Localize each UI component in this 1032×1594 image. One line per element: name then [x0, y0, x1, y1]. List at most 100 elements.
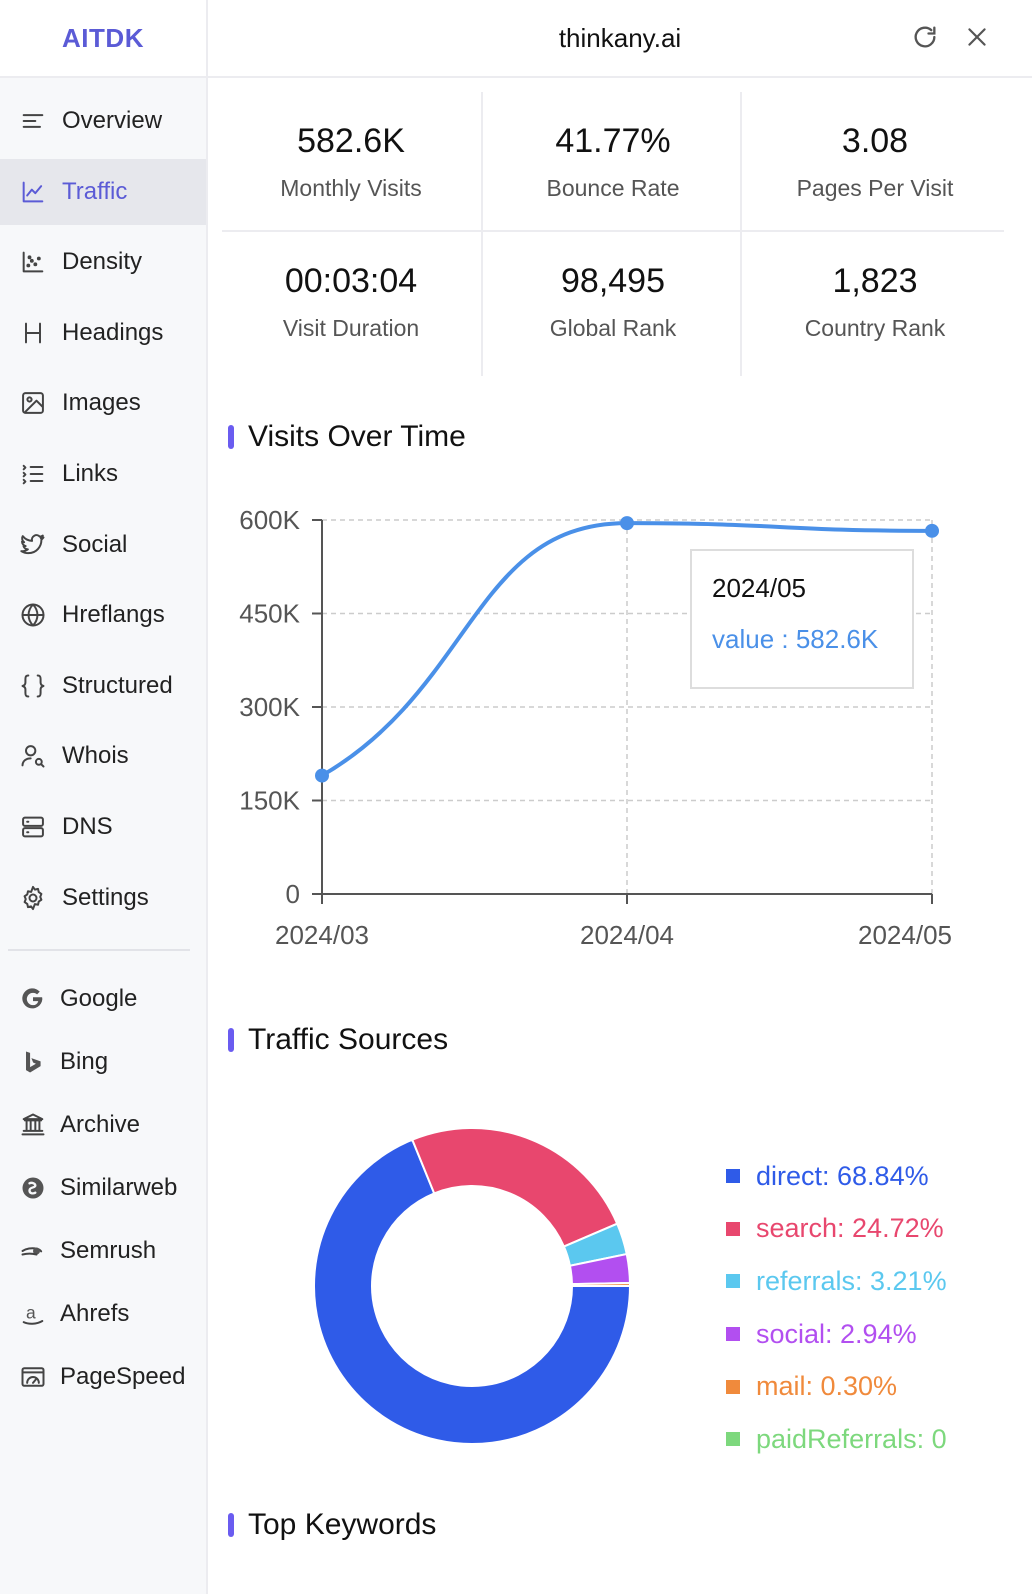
- tool-item-label: Semrush: [60, 1236, 157, 1264]
- sidebar-item-images[interactable]: Images: [0, 370, 206, 436]
- stat-value: 00:03:04: [284, 262, 418, 300]
- stat-card: 41.77% Bounce Rate: [480, 92, 746, 234]
- sidebar-item-hreflangs[interactable]: Hreflangs: [0, 582, 206, 648]
- legend-item-social[interactable]: social: 2.94%: [726, 1308, 947, 1361]
- x-tick-label: 2024/04: [580, 920, 674, 950]
- legend-label: search: 24.72%: [756, 1213, 944, 1244]
- tool-item-semrush[interactable]: Semrush: [0, 1221, 206, 1281]
- ahrefs-icon: a: [18, 1299, 48, 1329]
- sidebar-item-label: Headings: [62, 318, 164, 346]
- sidebar-item-whois[interactable]: Whois: [0, 723, 206, 789]
- header-actions: [910, 22, 992, 52]
- stat-label: Global Rank: [549, 315, 677, 341]
- stats-divider: [222, 230, 1004, 232]
- visits-line-chart: 0 150K 300K 450K 600K 2024/03 2024/04 2024/05: [239, 505, 952, 950]
- sidebar-item-dns[interactable]: DNS: [0, 794, 206, 860]
- sources-title-text: Traffic Sources: [248, 1023, 449, 1056]
- legend-item-referrals[interactable]: referrals: 3.21%: [726, 1255, 947, 1308]
- refresh-icon[interactable]: [910, 22, 940, 52]
- sidebar-item-settings[interactable]: Settings: [0, 865, 206, 931]
- legend-swatch: [726, 1327, 740, 1342]
- site-domain: thinkany.ai: [558, 22, 682, 53]
- stats-divider: [481, 92, 483, 376]
- svg-text:a: a: [26, 1302, 36, 1322]
- tool-item-similarweb[interactable]: Similarweb: [0, 1158, 206, 1218]
- keywords-title-text: Top Keywords: [248, 1508, 437, 1541]
- sidebar-divider: [8, 948, 190, 951]
- pagespeed-icon: [18, 1362, 48, 1392]
- links-icon: [18, 459, 48, 489]
- sidebar-nav: Overview Traffic Density Headings Images Link…: [0, 78, 206, 931]
- header: thinkany.ai: [208, 0, 1032, 78]
- donut-slice-search[interactable]: [410, 1127, 619, 1248]
- semrush-icon: [18, 1236, 48, 1266]
- similarweb-icon: [18, 1173, 48, 1203]
- stat-label: Country Rank: [804, 315, 946, 341]
- sidebar-item-label: Traffic: [62, 177, 128, 205]
- legend-item-paidreferrals[interactable]: paidReferrals: 0: [726, 1413, 947, 1466]
- bing-icon: [18, 1047, 48, 1077]
- stat-label: Monthly Visits: [280, 175, 422, 201]
- tool-item-label: PageSpeed: [60, 1362, 186, 1390]
- section-accent-bar: [228, 425, 234, 449]
- brand-logo[interactable]: AITDK: [0, 0, 206, 78]
- density-icon: [18, 247, 48, 277]
- legend-item-mail[interactable]: mail: 0.30%: [726, 1360, 947, 1413]
- stat-card: 582.6K Monthly Visits: [218, 92, 484, 234]
- y-tick-label: 600K: [239, 505, 300, 535]
- sidebar-item-social[interactable]: Social: [0, 512, 206, 578]
- tool-item-bing[interactable]: Bing: [0, 1032, 206, 1092]
- close-icon[interactable]: [962, 22, 992, 52]
- sidebar-item-links[interactable]: Links: [0, 441, 206, 507]
- sources-section-title: Traffic Sources: [228, 1023, 448, 1057]
- stat-label: Bounce Rate: [546, 175, 680, 201]
- tooltip-value: value : 582.6K: [712, 624, 879, 654]
- tool-item-google[interactable]: Google: [0, 969, 206, 1029]
- legend-label: referrals: 3.21%: [756, 1265, 947, 1296]
- legend-swatch: [726, 1432, 740, 1447]
- traffic-icon: [18, 177, 48, 207]
- legend-item-direct[interactable]: direct: 68.84%: [726, 1150, 947, 1203]
- chart-tooltip: 2024/05 value : 582.6K: [690, 549, 914, 689]
- series-line: [320, 521, 933, 778]
- tool-item-label: Archive: [60, 1110, 141, 1138]
- traffic-sources-donut: [313, 1127, 632, 1445]
- stat-value: 582.6K: [297, 122, 405, 160]
- headings-icon: [18, 318, 48, 348]
- twitter-icon: [18, 530, 48, 560]
- sidebar-item-density[interactable]: Density: [0, 229, 206, 295]
- sidebar-item-label: DNS: [62, 812, 113, 840]
- tool-item-label: Bing: [60, 1047, 109, 1075]
- sidebar-item-structured[interactable]: Structured: [0, 653, 206, 719]
- sidebar-item-label: Whois: [62, 742, 129, 770]
- data-point: [315, 768, 329, 783]
- server-icon: [18, 812, 48, 842]
- tool-item-ahrefs[interactable]: a Ahrefs: [0, 1284, 206, 1344]
- sidebar-item-label: Structured: [62, 671, 173, 699]
- sidebar-tools: Google Bing Archive Similarweb Semrush a Ahref…: [0, 969, 206, 1407]
- section-accent-bar: [228, 1513, 234, 1537]
- tool-item-label: Similarweb: [60, 1173, 178, 1201]
- data-point: [925, 523, 939, 538]
- stat-card: 98,495 Global Rank: [480, 232, 746, 374]
- donut-slice-direct[interactable]: [313, 1138, 632, 1445]
- legend-item-search[interactable]: search: 24.72%: [726, 1203, 947, 1256]
- sidebar-item-traffic[interactable]: Traffic: [0, 158, 206, 225]
- image-icon: [18, 388, 48, 418]
- sidebar-item-label: Overview: [62, 107, 163, 134]
- sidebar-item-label: Hreflangs: [62, 601, 165, 629]
- tool-item-pagespeed[interactable]: PageSpeed: [0, 1347, 206, 1407]
- section-accent-bar: [228, 1028, 234, 1052]
- stat-card: 1,823 Country Rank: [742, 232, 1008, 374]
- stats-divider: [740, 92, 742, 376]
- archive-icon: [18, 1110, 48, 1140]
- stats-grid: 582.6K Monthly Visits 41.77% Bounce Rate 3.0…: [222, 92, 1020, 376]
- stat-value: 1,823: [832, 262, 918, 300]
- tool-item-archive[interactable]: Archive: [0, 1095, 206, 1155]
- tool-item-label: Google: [60, 984, 138, 1012]
- donut-slice-mail[interactable]: [570, 1282, 632, 1287]
- sidebar-item-overview[interactable]: Overview: [0, 88, 206, 154]
- sidebar-item-headings[interactable]: Headings: [0, 300, 206, 366]
- google-icon: [18, 984, 48, 1014]
- stat-value: 98,495: [561, 262, 665, 300]
